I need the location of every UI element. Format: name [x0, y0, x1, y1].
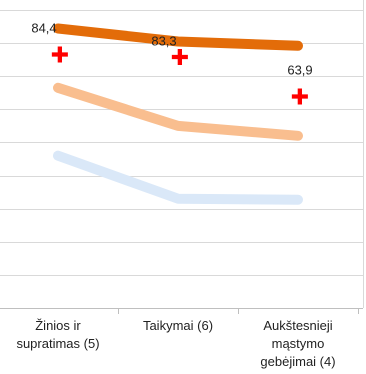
series-line-1 — [53, 23, 303, 51]
data-label: 84,4 — [31, 21, 56, 36]
marker-cross: ✚ — [51, 44, 69, 69]
marker-label: 63,9 — [287, 62, 312, 77]
series-line-2 — [53, 82, 303, 141]
x-tick-label: Aukštesnieji mąstymo gebėjimai (4) — [260, 318, 335, 369]
marker-cross: ✚ — [171, 46, 189, 71]
series-line-3 — [53, 150, 303, 205]
data-label: 83,3 — [151, 33, 176, 48]
x-tick-label: Taikymai (6) — [143, 318, 213, 333]
x-tick-label: Žinios ir supratimas (5) — [16, 318, 99, 351]
marker-cross: ✚ — [291, 85, 309, 110]
